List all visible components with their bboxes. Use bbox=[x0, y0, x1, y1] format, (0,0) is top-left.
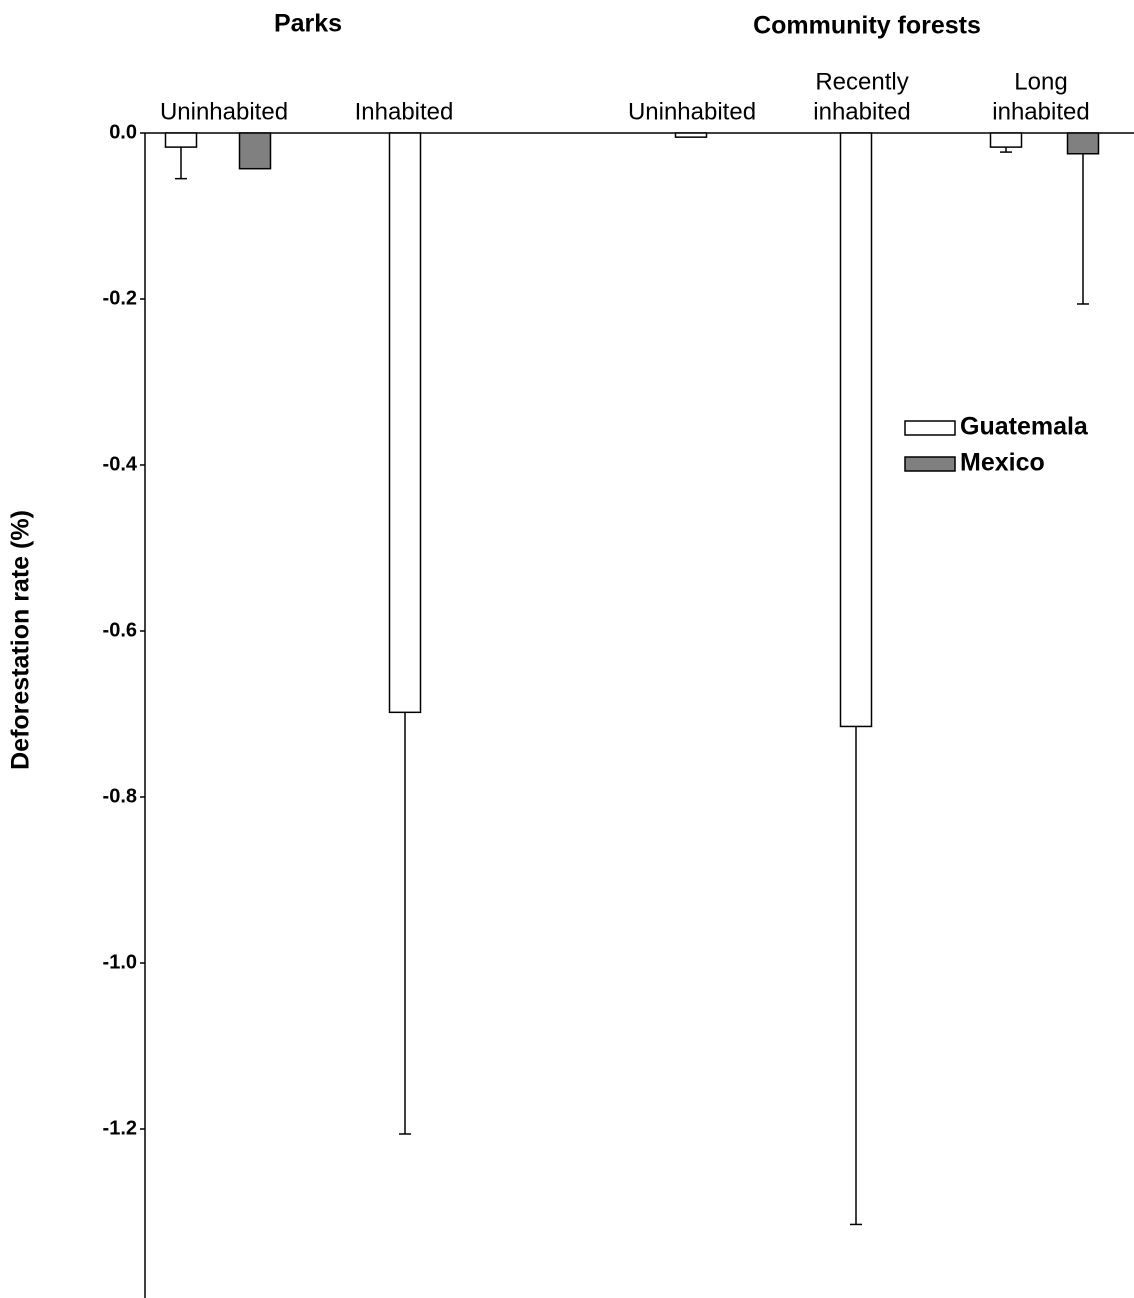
error-bar bbox=[1077, 153, 1089, 305]
legend-swatch bbox=[904, 456, 956, 472]
legend-label: Guatemala bbox=[960, 413, 1089, 441]
legend-swatch bbox=[904, 420, 956, 436]
y-tick-label: -1.0 bbox=[103, 951, 137, 973]
y-axis-label: Deforestation rate (%) bbox=[7, 510, 35, 770]
x-category-label: Inhabited bbox=[355, 98, 454, 125]
bar bbox=[674, 132, 708, 138]
x-category-label: Uninhabited bbox=[160, 98, 288, 125]
bar bbox=[164, 132, 198, 148]
y-tick-label: -0.8 bbox=[103, 785, 137, 807]
bar bbox=[388, 132, 422, 714]
legend-label: Mexico bbox=[960, 449, 1045, 477]
error-bar bbox=[1000, 147, 1012, 153]
y-tick-label: -1.2 bbox=[103, 1117, 137, 1139]
x-category-label: Uninhabited bbox=[628, 98, 756, 125]
y-tick-label: 0.0 bbox=[109, 121, 137, 143]
y-tick-label: -0.4 bbox=[103, 453, 138, 475]
x-category-label: inhabited bbox=[992, 98, 1089, 125]
bar bbox=[839, 132, 873, 728]
bar bbox=[1066, 132, 1100, 155]
x-category-label: Recently bbox=[815, 68, 908, 95]
y-tick-label: -0.2 bbox=[103, 287, 137, 309]
error-bar bbox=[175, 147, 187, 180]
x-category-label: Long bbox=[1014, 68, 1067, 95]
group-title: Community forests bbox=[753, 12, 981, 40]
x-category-label: inhabited bbox=[813, 98, 910, 125]
y-tick-label: -0.6 bbox=[103, 619, 137, 641]
bar bbox=[238, 132, 272, 170]
bar bbox=[989, 132, 1023, 148]
error-bar bbox=[850, 726, 862, 1226]
group-title: Parks bbox=[274, 10, 342, 38]
error-bar bbox=[399, 712, 411, 1135]
